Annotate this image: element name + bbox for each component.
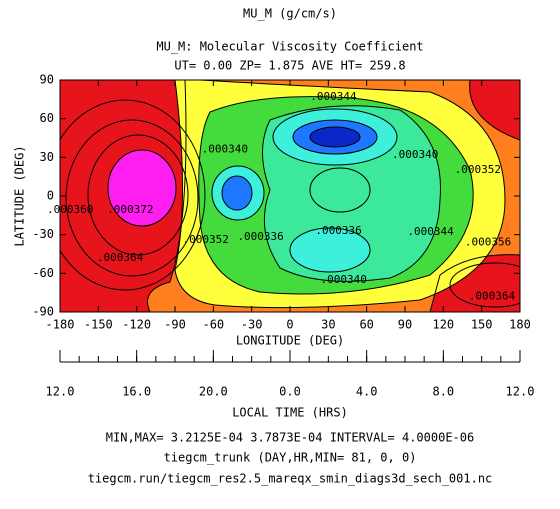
lt-tick-label: 8.0 bbox=[432, 385, 454, 399]
chart-subtitle: MU_M: Molecular Viscosity Coefficient bbox=[156, 40, 423, 54]
chart-subtitle: UT= 0.00 ZP= 1.875 AVE HT= 259.8 bbox=[174, 59, 405, 73]
contour-label: .000372 bbox=[107, 203, 153, 216]
contour-label: .000340 bbox=[320, 273, 366, 286]
footer: MIN,MAX= 3.2125E-04 3.7873E-04 INTERVAL=… bbox=[106, 431, 474, 445]
contour-field bbox=[60, 80, 520, 312]
contour-label: .000340 bbox=[392, 148, 438, 161]
contour-label: .000356 bbox=[465, 235, 511, 248]
x-tick-label: -60 bbox=[202, 318, 224, 332]
x-tick-label: 150 bbox=[471, 318, 493, 332]
x-tick-label: 90 bbox=[398, 318, 412, 332]
x-tick-label: 30 bbox=[321, 318, 335, 332]
lt-axis-label: LOCAL TIME (HRS) bbox=[232, 406, 348, 420]
y-tick-label: 0 bbox=[47, 189, 54, 203]
contour-label: .000336 bbox=[315, 224, 361, 237]
x-tick-label: -180 bbox=[46, 318, 75, 332]
contour-label: .000336 bbox=[237, 230, 283, 243]
x-axis-label: LONGITUDE (DEG) bbox=[236, 334, 344, 348]
x-tick-label: 180 bbox=[509, 318, 531, 332]
x-tick-label: 0 bbox=[286, 318, 293, 332]
x-tick-label: 120 bbox=[432, 318, 454, 332]
contour-label: .000340 bbox=[202, 143, 248, 156]
footer: tiegcm_trunk (DAY,HR,MIN= 81, 0, 0) bbox=[164, 451, 417, 465]
y-tick-label: 60 bbox=[40, 111, 54, 125]
contour-label: .000344 bbox=[310, 90, 357, 103]
lt-tick-label: 0.0 bbox=[279, 385, 301, 399]
lt-tick-label: 4.0 bbox=[356, 385, 378, 399]
lt-tick-label: 12.0 bbox=[46, 385, 75, 399]
lt-tick-label: 20.0 bbox=[199, 385, 228, 399]
x-tick-label: 60 bbox=[359, 318, 373, 332]
y-tick-label: -90 bbox=[32, 305, 54, 319]
contour-label: .000352 bbox=[455, 163, 501, 176]
lt-tick-label: 12.0 bbox=[506, 385, 535, 399]
y-axis-label: LATITUDE (DEG) bbox=[13, 145, 27, 246]
y-tick-label: 90 bbox=[40, 73, 54, 87]
lt-tick-label: 16.0 bbox=[122, 385, 151, 399]
contour-label: .000360 bbox=[47, 203, 93, 216]
x-tick-label: -120 bbox=[122, 318, 151, 332]
contour-label: .000344 bbox=[407, 225, 454, 238]
y-tick-label: -30 bbox=[32, 227, 54, 241]
footer: tiegcm.run/tiegcm_res2.5_mareqx_smin_dia… bbox=[88, 472, 493, 486]
chart-title: MU_M (g/cm/s) bbox=[243, 7, 337, 21]
contour-label: .000364 bbox=[469, 290, 516, 303]
x-tick-label: -90 bbox=[164, 318, 186, 332]
x-tick-label: -150 bbox=[84, 318, 113, 332]
contour-label: .000364 bbox=[97, 251, 144, 264]
y-tick-label: -60 bbox=[32, 266, 54, 280]
contour-label: .000352 bbox=[182, 233, 228, 246]
y-tick-label: 30 bbox=[40, 150, 54, 164]
x-tick-label: -30 bbox=[241, 318, 263, 332]
